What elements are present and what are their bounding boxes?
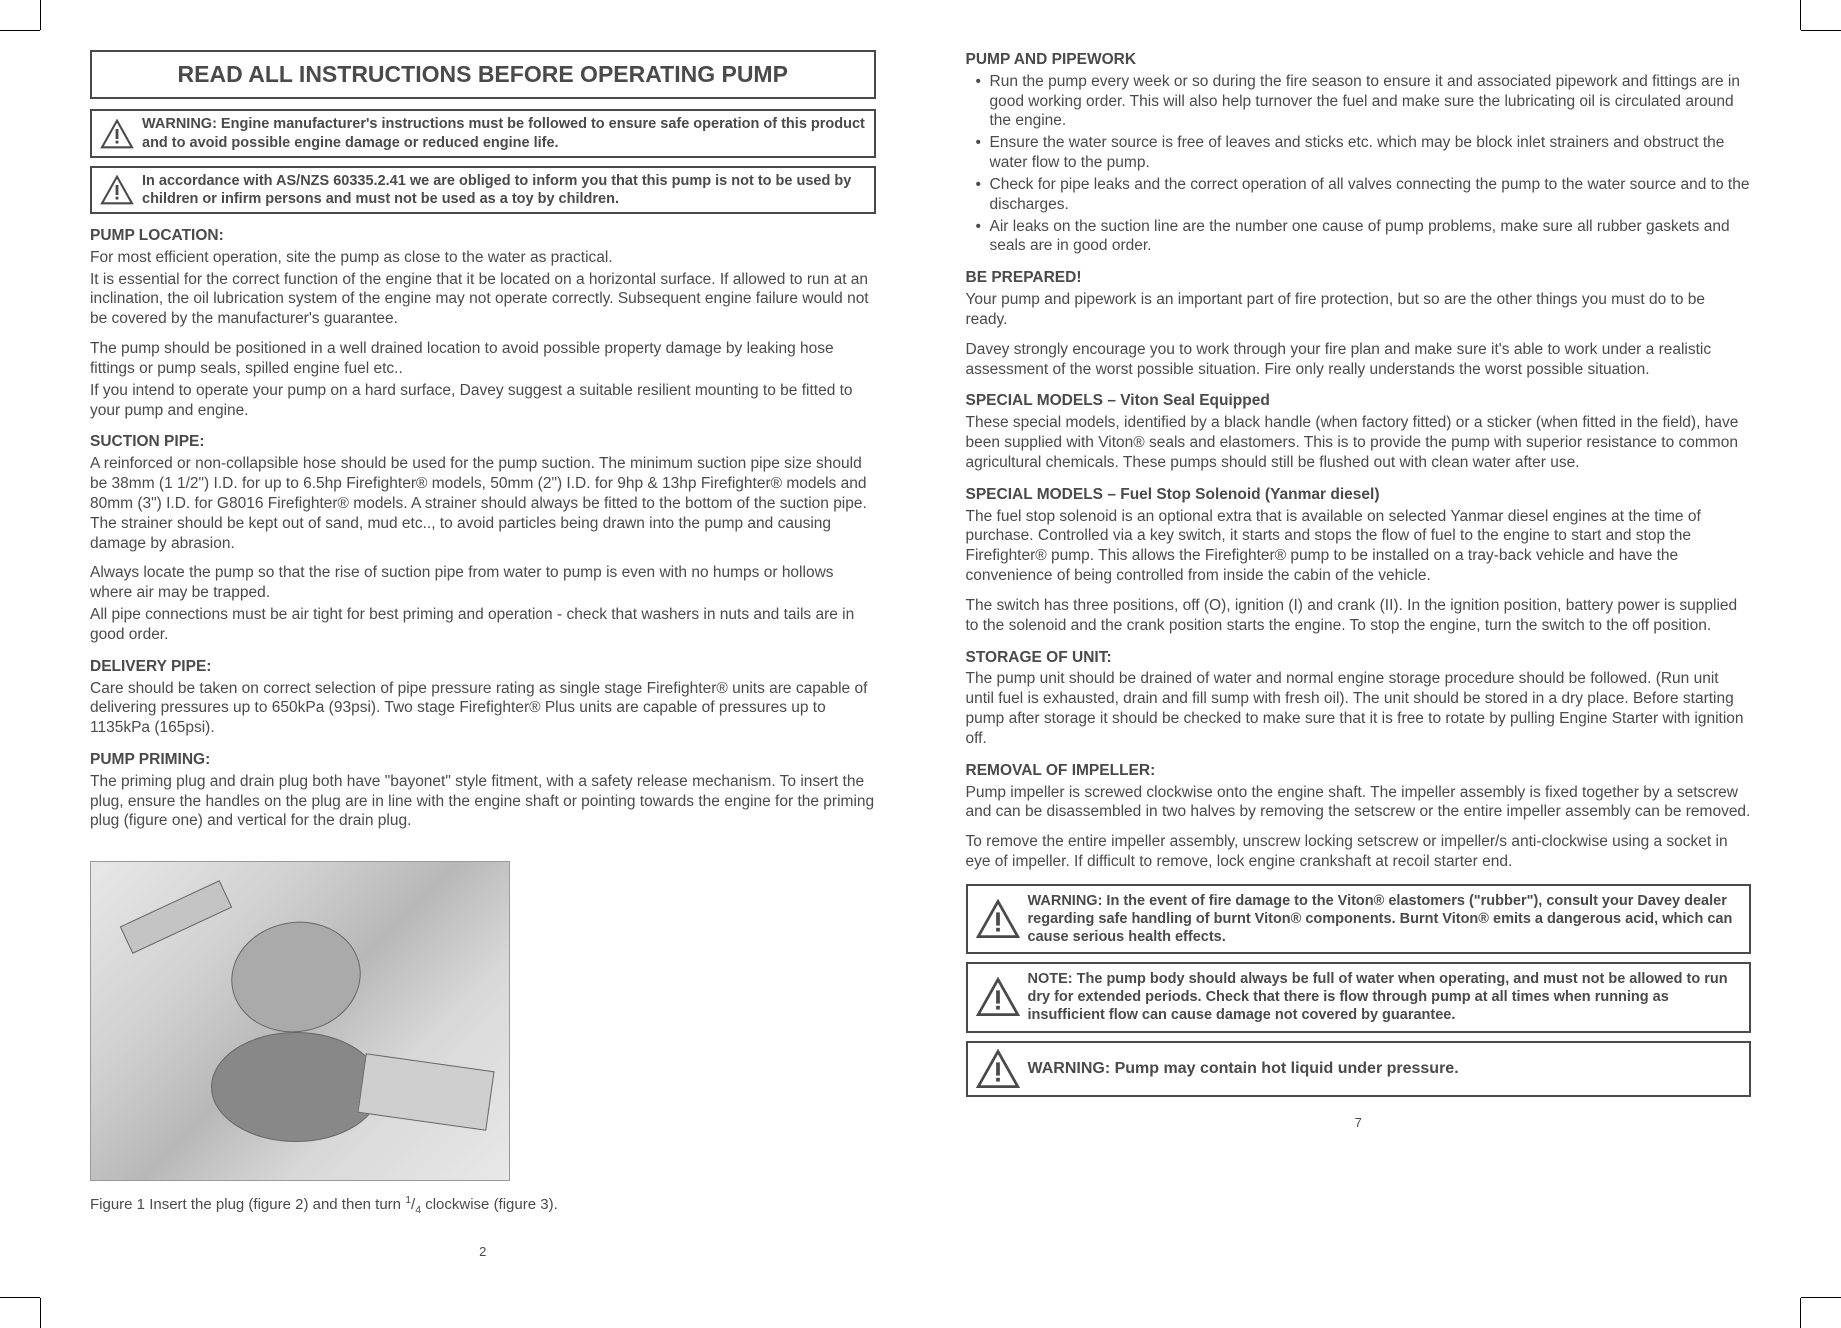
left-page: READ ALL INSTRUCTIONS BEFORE OPERATING P… [90, 50, 876, 1261]
warning-text: WARNING: In the event of fire damage to … [1028, 892, 1742, 946]
warning-box-manufacturer: WARNING: Engine manufacturer's instructi… [90, 109, 876, 157]
paragraph: Pump impeller is screwed clockwise onto … [966, 783, 1752, 823]
warning-icon [976, 899, 1020, 939]
list-item: Air leaks on the suction line are the nu… [990, 217, 1752, 257]
crop-mark [40, 0, 41, 30]
heading-delivery-pipe: DELIVERY PIPE: [90, 657, 876, 677]
fraction-numerator: 1 [405, 1194, 411, 1206]
crop-mark [1800, 1298, 1801, 1328]
warning-icon [976, 977, 1020, 1017]
heading-be-prepared: BE PREPARED! [966, 268, 1752, 288]
heading-fuel-stop: SPECIAL MODELS – Fuel Stop Solenoid (Yan… [966, 485, 1752, 505]
paragraph: Care should be taken on correct selectio… [90, 679, 876, 738]
page-number-right: 7 [966, 1115, 1752, 1132]
paragraph: The fuel stop solenoid is an optional ex… [966, 507, 1752, 586]
paragraph: If you intend to operate your pump on a … [90, 381, 876, 421]
warning-box-run-dry: NOTE: The pump body should always be ful… [966, 962, 1752, 1032]
warning-icon [100, 119, 134, 149]
list-item: Check for pipe leaks and the correct ope… [990, 175, 1752, 215]
figure-1-image [90, 861, 510, 1181]
page-number-left: 2 [90, 1244, 876, 1261]
warning-box-hot-liquid: WARNING: Pump may contain hot liquid und… [966, 1041, 1752, 1097]
paragraph: Davey strongly encourage you to work thr… [966, 340, 1752, 380]
warning-text: In accordance with AS/NZS 60335.2.41 we … [142, 172, 866, 208]
list-item: Ensure the water source is free of leave… [990, 133, 1752, 173]
heading-suction-pipe: SUCTION PIPE: [90, 432, 876, 452]
warning-box-standards: In accordance with AS/NZS 60335.2.41 we … [90, 166, 876, 214]
paragraph: The switch has three positions, off (O),… [966, 596, 1752, 636]
crop-mark [1800, 0, 1801, 30]
paragraph: To remove the entire impeller assembly, … [966, 832, 1752, 872]
crop-mark [0, 1297, 40, 1298]
heading-pump-priming: PUMP PRIMING: [90, 750, 876, 770]
warning-icon [100, 175, 134, 205]
pump-pipework-list: Run the pump every week or so during the… [966, 72, 1752, 256]
crop-mark [1801, 30, 1841, 31]
paragraph: A reinforced or non-collapsible hose sho… [90, 454, 876, 553]
paragraph: The pump should be positioned in a well … [90, 339, 876, 379]
paragraph: All pipe connections must be air tight f… [90, 605, 876, 645]
paragraph: Always locate the pump so that the rise … [90, 563, 876, 603]
warning-icon [976, 1049, 1020, 1089]
page-header-box: READ ALL INSTRUCTIONS BEFORE OPERATING P… [90, 50, 876, 99]
paragraph: The priming plug and drain plug both hav… [90, 772, 876, 831]
paragraph: These special models, identified by a bl… [966, 413, 1752, 472]
figure-1-caption: Figure 1 Insert the plug (figure 2) and … [90, 1195, 876, 1214]
warning-box-viton-fire: WARNING: In the event of fire damage to … [966, 884, 1752, 954]
crop-mark [40, 1298, 41, 1328]
warning-text: NOTE: The pump body should always be ful… [1028, 970, 1742, 1024]
heading-pump-location: PUMP LOCATION: [90, 226, 876, 246]
crop-mark [0, 30, 40, 31]
right-page: PUMP AND PIPEWORK Run the pump every wee… [966, 50, 1752, 1261]
warning-text: WARNING: Pump may contain hot liquid und… [1028, 1059, 1459, 1079]
caption-text: Figure 1 Insert the plug (figure 2) and … [90, 1196, 405, 1213]
heading-viton-seal: SPECIAL MODELS – Viton Seal Equipped [966, 391, 1752, 411]
paragraph: The pump unit should be drained of water… [966, 669, 1752, 748]
caption-text: clockwise (figure 3). [421, 1196, 558, 1213]
paragraph: It is essential for the correct function… [90, 270, 876, 329]
paragraph: For most efficient operation, site the p… [90, 248, 876, 268]
heading-storage: STORAGE OF UNIT: [966, 648, 1752, 668]
page-spread: READ ALL INSTRUCTIONS BEFORE OPERATING P… [0, 0, 1841, 1301]
crop-mark [1801, 1297, 1841, 1298]
warning-text: WARNING: Engine manufacturer's instructi… [142, 115, 866, 151]
list-item: Run the pump every week or so during the… [990, 72, 1752, 131]
paragraph: Your pump and pipework is an important p… [966, 290, 1752, 330]
heading-pump-pipework: PUMP AND PIPEWORK [966, 50, 1752, 70]
heading-impeller: REMOVAL OF IMPELLER: [966, 761, 1752, 781]
